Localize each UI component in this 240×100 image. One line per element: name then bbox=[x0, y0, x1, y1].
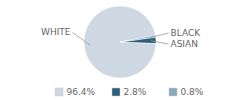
svg-text:ASIAN: ASIAN bbox=[171, 39, 198, 49]
svg-text:WHITE: WHITE bbox=[41, 27, 71, 37]
svg-text:2.8%: 2.8% bbox=[124, 87, 147, 97]
svg-text:0.8%: 0.8% bbox=[181, 87, 204, 97]
svg-text:96.4%: 96.4% bbox=[67, 87, 96, 97]
svg-text:BLACK: BLACK bbox=[171, 28, 202, 38]
